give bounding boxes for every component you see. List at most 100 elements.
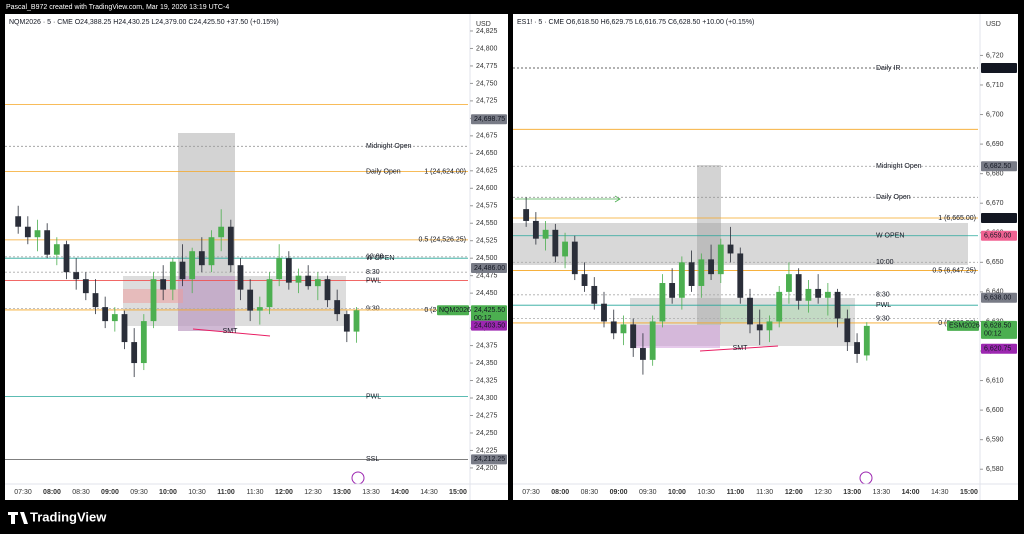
price-badge-label: 6,628.50 [984, 323, 1011, 330]
candle-body [179, 261, 186, 280]
y-tick-label: 24,225 [476, 447, 498, 454]
header-text: Pascal_B972 created with TradingView.com… [6, 4, 229, 11]
x-tick-label: 13:30 [873, 489, 891, 496]
candle-body [150, 279, 157, 322]
symbol-label: ESM2026 [949, 323, 980, 330]
candle-body [542, 229, 549, 239]
level-label: 10:00 [876, 259, 894, 266]
y-tick-label: 24,750 [476, 80, 498, 87]
price-badge-label: 6,715.75 [984, 65, 1011, 72]
candle-body [34, 230, 41, 238]
level-label: W OPEN [366, 255, 394, 262]
candle-body [640, 348, 646, 360]
candle-body [131, 342, 138, 364]
x-tick-label: 14:00 [391, 489, 409, 496]
x-tick-label: 11:00 [727, 489, 745, 496]
price-badge [471, 454, 507, 465]
x-tick-label: 07:30 [522, 489, 540, 496]
candle-body [678, 262, 685, 298]
candle-body [189, 251, 196, 280]
candle-body [324, 279, 331, 301]
price-badge [981, 292, 1017, 303]
x-tick-label: 12:00 [275, 489, 293, 496]
candle-body [737, 253, 744, 298]
candle-body [649, 321, 656, 360]
left-panel [5, 14, 508, 500]
level-label: 8:30 [876, 292, 890, 299]
candle-body [610, 321, 617, 334]
candle-body [266, 279, 273, 308]
price-badge-label: 24,425.50 [474, 307, 505, 314]
candle-body [314, 279, 321, 287]
x-tick-label: 12:30 [814, 489, 832, 496]
level-label: Midnight Open [876, 163, 922, 170]
y-tick-label: 24,275 [476, 412, 498, 419]
x-tick-label: 09:00 [610, 489, 628, 496]
candle-body [15, 216, 22, 227]
y-tick-label: 24,600 [476, 185, 498, 192]
price-badge [981, 212, 1017, 223]
fvg-box [720, 305, 850, 323]
y-tick-label: 24,775 [476, 63, 498, 70]
logo-text: TradingView [30, 509, 107, 524]
y-tick-label: 6,590 [986, 437, 1004, 444]
candle-body [824, 291, 831, 298]
candle-body [552, 229, 559, 257]
y-tick-label: 24,500 [476, 255, 498, 262]
x-tick-label: 10:00 [668, 489, 686, 496]
smt-line [699, 345, 779, 352]
candle-body [73, 272, 80, 280]
y-tick-label: 6,690 [986, 141, 1004, 148]
candle-body [305, 275, 312, 287]
price-badge [471, 305, 507, 324]
smt-label: SMT [733, 345, 749, 352]
y-tick-label: 24,300 [476, 395, 498, 402]
y-tick-label: 24,375 [476, 342, 498, 349]
y-tick-label: 24,450 [476, 290, 498, 297]
x-tick-label: 12:00 [785, 489, 803, 496]
x-tick-label: 15:00 [449, 489, 467, 496]
candle-body [53, 244, 60, 255]
candle-body [121, 314, 128, 343]
y-tick-label: 6,580 [986, 466, 1004, 473]
level-label: Midnight Open [366, 143, 412, 150]
price-badge-label: 6,665.00 [984, 215, 1011, 222]
y-tick-label: 24,325 [476, 377, 498, 384]
candle-body [688, 262, 695, 286]
level-label: 9:30 [876, 315, 890, 322]
y-tick-label: 6,610 [986, 377, 1004, 384]
candle-body [140, 321, 147, 364]
level-label: PWL [876, 302, 891, 309]
x-tick-label: 10:30 [697, 489, 715, 496]
price-badge-label: 6,659.00 [984, 233, 1011, 240]
y-tick-label: 24,475 [476, 273, 498, 280]
price-badge-label: 6,620.75 [984, 346, 1011, 353]
price-badge-label: 24,486.00 [474, 265, 505, 272]
price-badge [471, 114, 507, 125]
candle-body [343, 314, 350, 332]
candle-body [63, 244, 70, 273]
price-badge [471, 262, 507, 273]
y-tick-label: 24,250 [476, 430, 498, 437]
candle-body [24, 226, 31, 238]
countdown: 00:12 [474, 315, 492, 322]
candle-body [247, 289, 254, 311]
x-tick-label: 09:30 [130, 489, 148, 496]
x-tick-label: 10:00 [159, 489, 177, 496]
level-tag: 1 (6,665.00) [938, 215, 976, 222]
candle-body [708, 259, 714, 275]
x-tick-label: 14:30 [420, 489, 438, 496]
candle-body [601, 303, 607, 322]
y-tick-label: 24,650 [476, 150, 498, 157]
candle-body [834, 291, 841, 319]
candle-body [854, 342, 860, 354]
currency: USD [986, 21, 1001, 28]
x-tick-label: 11:30 [247, 489, 264, 496]
candle-body [285, 258, 292, 283]
candle-body [160, 279, 167, 290]
x-tick-label: 13:30 [362, 489, 380, 496]
x-tick-label: 08:00 [43, 489, 61, 496]
candle-body [766, 321, 773, 331]
candle-body [256, 307, 263, 311]
y-tick-label: 24,575 [476, 203, 498, 210]
